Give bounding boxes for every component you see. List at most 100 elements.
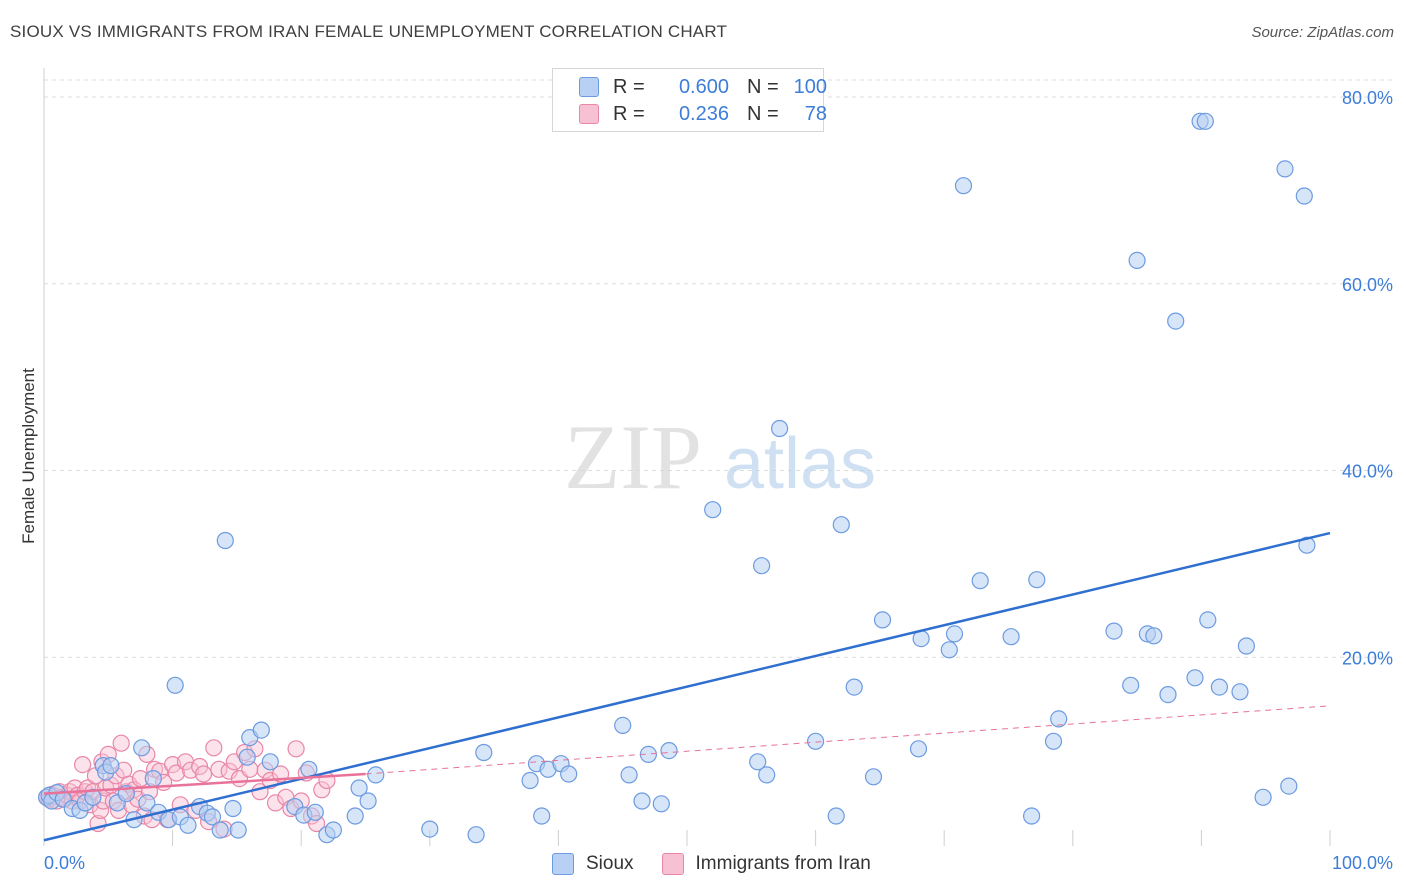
sioux-point-81	[1105, 622, 1123, 640]
sioux-point-66	[832, 516, 850, 534]
iran-point-55	[205, 739, 223, 757]
watermark-atlas: atlas	[724, 424, 876, 504]
iran-point-50	[182, 761, 200, 779]
sioux-point-64	[806, 732, 825, 750]
sioux-point-28	[224, 799, 242, 818]
legend-item-iran[interactable]: Immigrants from Iran	[661, 853, 871, 875]
correlation-legend: R = 0.600 N = 100 R = 0.236 N = 78	[552, 68, 827, 132]
sioux-point-39	[324, 821, 342, 839]
chart-title: SIOUX VS IMMIGRANTS FROM IRAN FEMALE UNE…	[10, 22, 728, 41]
sioux-point-29	[229, 821, 247, 839]
sioux-r-value: 0.600	[678, 75, 729, 98]
sioux-point-8	[84, 788, 102, 806]
sioux-point-95	[1254, 788, 1272, 806]
iran-point-67	[266, 794, 285, 812]
legend-row-sioux: R = 0.600 N = 100	[579, 75, 827, 99]
axis-layer: 20.0% 40.0% 60.0% 80.0%	[43, 68, 1393, 846]
legend-row-iran: R = 0.236 N = 78	[579, 102, 827, 126]
r-label: R =	[613, 75, 645, 98]
sioux-point-15	[133, 739, 151, 757]
sioux-swatch	[579, 77, 599, 97]
iran-point-14	[73, 755, 92, 774]
sioux-point-47	[521, 771, 539, 790]
watermark-zip: ZIP	[564, 406, 702, 508]
sioux-point-41	[350, 779, 368, 797]
legend-item-sioux[interactable]: Sioux	[552, 853, 634, 875]
y-tick-label-20: 20.0%	[1342, 648, 1393, 668]
y-tick-label-40: 40.0%	[1342, 462, 1393, 482]
sioux-point-53	[614, 716, 632, 735]
sioux-point-68	[864, 768, 883, 786]
y-tick-label-60: 60.0%	[1342, 275, 1393, 295]
sioux-point-92	[1210, 678, 1229, 696]
n-label: N =	[747, 75, 779, 98]
y-axis-label: Female Unemployment	[19, 368, 38, 544]
sioux-n-value: 100	[793, 75, 827, 98]
iran-point-46	[164, 755, 182, 774]
sioux-point-45	[467, 826, 485, 844]
sioux-point-62	[758, 766, 776, 784]
sioux-legend-swatch	[552, 853, 574, 875]
sioux-point-72	[940, 641, 958, 659]
sioux-point-87	[1167, 312, 1185, 330]
iran-r-value: 0.236	[678, 102, 729, 125]
sioux-point-20	[166, 676, 184, 694]
sioux-point-76	[1002, 628, 1020, 646]
sioux-point-25	[203, 808, 222, 826]
iran-point-30	[112, 734, 130, 752]
iran-trend-line-dashed-2	[365, 705, 1331, 775]
sioux-point-91	[1199, 611, 1217, 629]
sioux-point-65	[827, 807, 845, 825]
iran-point-56	[210, 760, 228, 778]
sioux-point-74	[954, 177, 973, 195]
sioux-point-63	[770, 419, 789, 438]
source-label: Source: ZipAtlas.com	[1251, 24, 1394, 41]
x-tick-label-max: 100.0%	[1332, 853, 1393, 873]
sioux-point-33	[261, 753, 279, 771]
sioux-trend-line-solid-0	[43, 531, 1331, 842]
sioux-point-43	[367, 766, 385, 784]
sioux-point-86	[1159, 685, 1177, 704]
sioux-point-97	[1280, 777, 1298, 795]
sioux-point-44	[421, 820, 439, 838]
sioux-point-99	[1298, 536, 1316, 554]
sioux-point-75	[971, 572, 989, 590]
sioux-point-11	[102, 756, 120, 775]
iran-swatch	[579, 104, 599, 124]
sioux-point-77	[1022, 807, 1041, 825]
iran-legend-swatch	[661, 853, 684, 875]
sioux-point-98	[1295, 187, 1313, 205]
y-tick-label-80: 80.0%	[1342, 88, 1393, 108]
sioux-point-52	[560, 765, 578, 783]
sioux-point-22	[179, 816, 197, 834]
sioux-point-60	[749, 753, 767, 771]
iran-point-47	[167, 764, 186, 782]
sioux-point-27	[216, 531, 234, 550]
iran-point-76	[313, 781, 331, 799]
sioux-point-57	[652, 795, 670, 813]
sioux-point-85	[1145, 627, 1163, 645]
sioux-point-73	[945, 625, 964, 643]
sioux-point-42	[359, 792, 377, 810]
sioux-point-46	[475, 743, 493, 762]
sioux-point-61	[752, 557, 771, 575]
sioux-point-69	[873, 611, 892, 629]
iran-legend-label: Immigrants from Iran	[695, 853, 871, 874]
sioux-point-32	[252, 721, 270, 739]
series-legend: Sioux Immigrants from Iran	[552, 850, 899, 878]
iran-point-53	[194, 765, 213, 783]
sioux-point-59	[704, 501, 722, 519]
sioux-point-79	[1044, 732, 1063, 750]
r-label: R =	[613, 102, 645, 125]
sioux-point-83	[1128, 251, 1146, 269]
grid-layer	[44, 79, 1393, 658]
n-label: N =	[747, 102, 779, 125]
sioux-point-88	[1186, 669, 1204, 687]
sioux-point-17	[144, 769, 162, 788]
sioux-points	[37, 112, 1316, 844]
sioux-point-26	[211, 821, 229, 839]
sioux-point-37	[306, 803, 324, 821]
sioux-point-94	[1237, 637, 1256, 655]
sioux-point-80	[1050, 710, 1068, 728]
